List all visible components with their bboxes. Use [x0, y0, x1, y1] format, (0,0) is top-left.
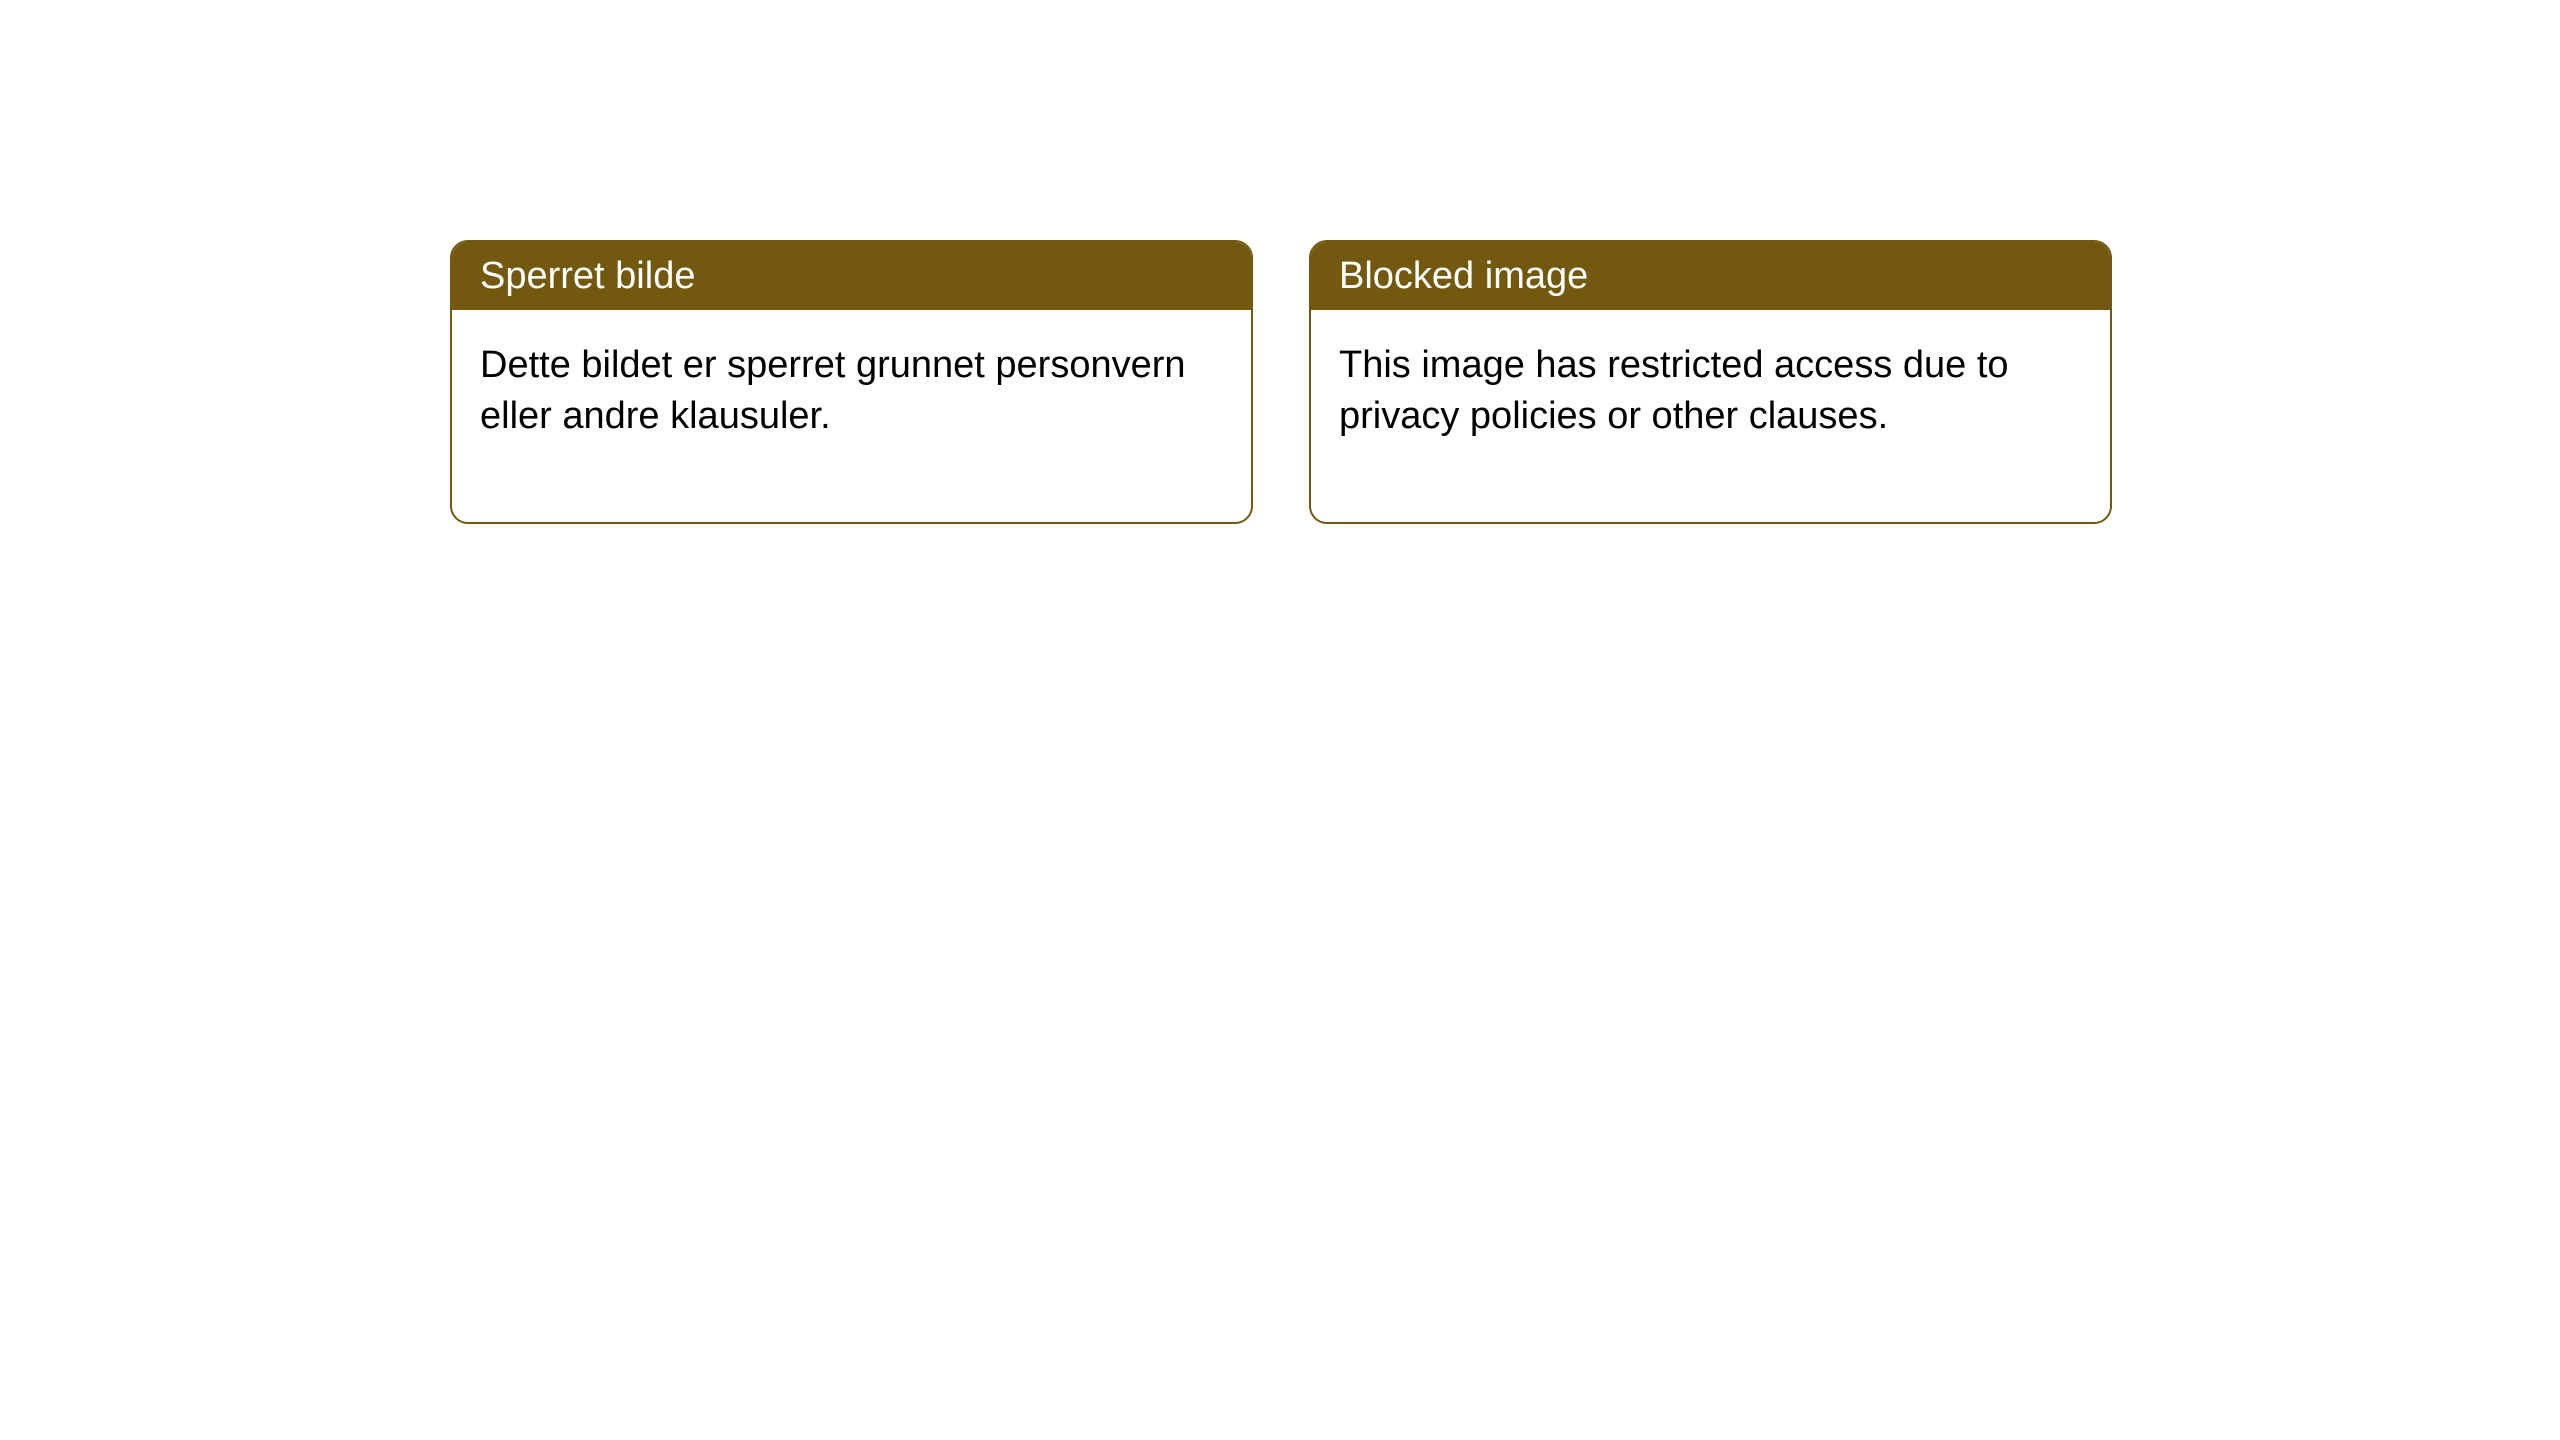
notice-card-norwegian: Sperret bilde Dette bildet er sperret gr… — [450, 240, 1253, 524]
notice-card-english: Blocked image This image has restricted … — [1309, 240, 2112, 524]
notice-card-header: Sperret bilde — [452, 242, 1251, 310]
notice-card-header: Blocked image — [1311, 242, 2110, 310]
notice-cards-container: Sperret bilde Dette bildet er sperret gr… — [0, 0, 2560, 524]
notice-card-body: This image has restricted access due to … — [1311, 310, 2110, 523]
notice-card-body: Dette bildet er sperret grunnet personve… — [452, 310, 1251, 523]
